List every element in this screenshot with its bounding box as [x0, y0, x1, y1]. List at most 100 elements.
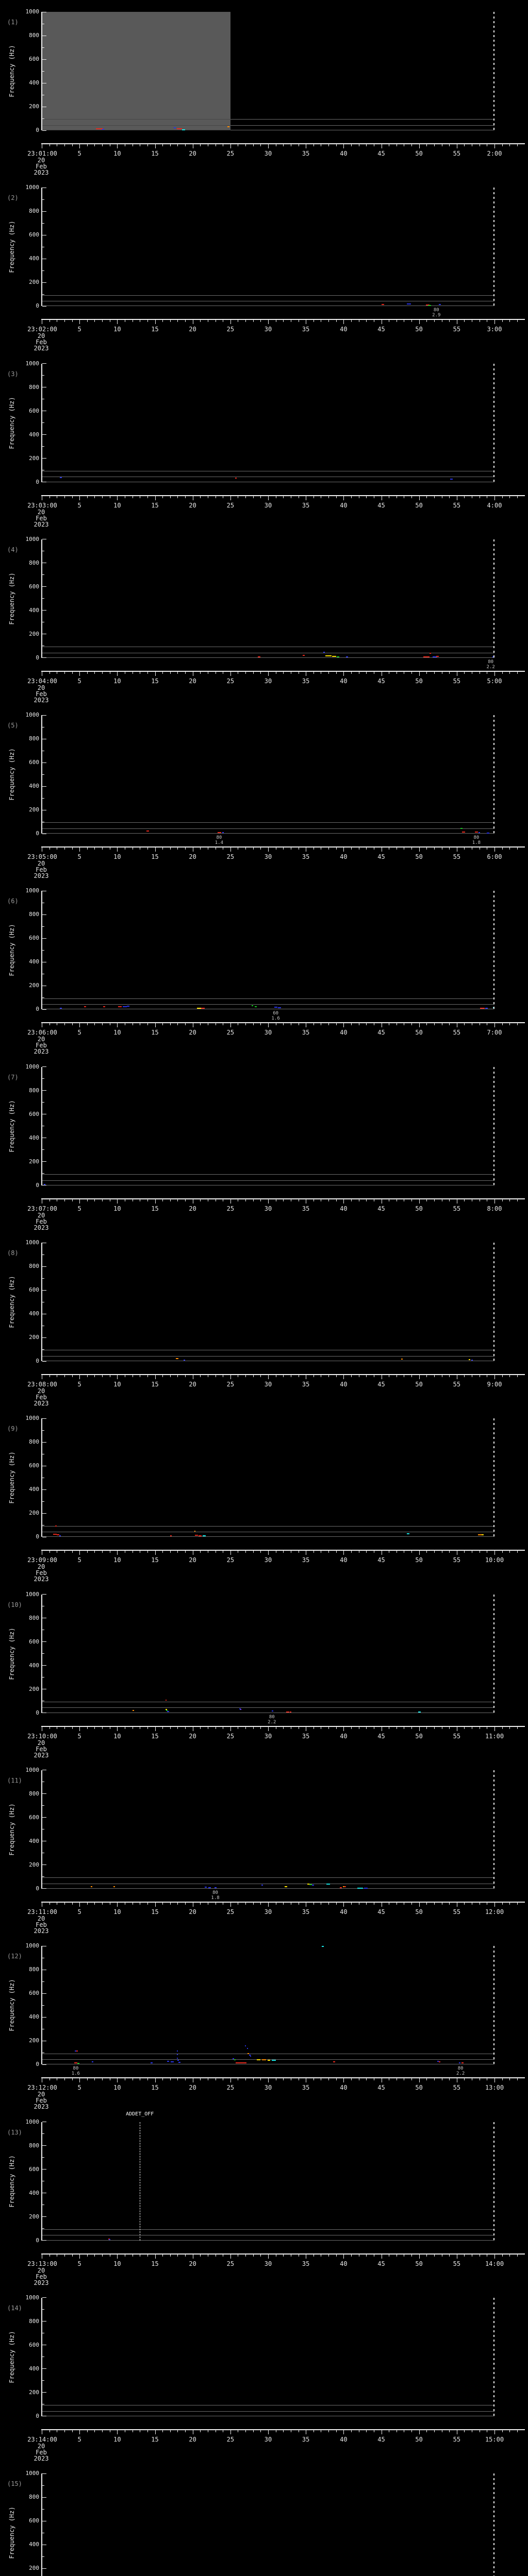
- plot-area: [42, 1418, 494, 1537]
- y-axis-line: [41, 188, 42, 307]
- y-axis-title: Frequency (Hz): [8, 45, 15, 97]
- x-tick-label: 5: [77, 2260, 81, 2267]
- x-tick: [509, 144, 510, 146]
- x-tick: [155, 320, 156, 325]
- y-tick-label: 200: [29, 806, 39, 814]
- x-tick: [117, 1375, 118, 1380]
- x-tick-label: 15: [151, 1732, 159, 1740]
- axis-date-line: 20: [37, 1387, 45, 1395]
- axis-end-time: 9:00: [487, 1381, 502, 1388]
- x-tick: [464, 2078, 465, 2081]
- x-tick: [426, 1551, 427, 1553]
- axis-date-line: Feb: [36, 1745, 47, 1753]
- x-tick: [72, 1023, 73, 1026]
- y-tick: [42, 2497, 46, 2498]
- x-tick: [419, 496, 420, 500]
- x-tick-label: 20: [189, 501, 196, 509]
- x-tick-label: 10: [113, 1205, 121, 1212]
- x-tick: [170, 1551, 171, 1553]
- x-tick: [200, 1375, 201, 1378]
- x-tick-label: 15: [151, 1556, 159, 1564]
- spectrogram-panel-6: (6) Frequency (Hz) 0 200 400 600 800 1000 5 10 15 2…: [0, 879, 528, 1055]
- y-tick-label: 1000: [25, 1766, 40, 1773]
- x-tick: [185, 2078, 186, 2081]
- x-tick: [351, 1726, 352, 1729]
- x-tick: [117, 2254, 118, 2259]
- x-tick: [117, 1551, 118, 1555]
- y-tick-label: 600: [29, 407, 39, 414]
- x-tick: [200, 1726, 201, 1729]
- y-tick: [42, 2005, 44, 2006]
- panel-number: (9): [7, 1425, 19, 1433]
- x-tick: [185, 1199, 186, 1201]
- x-tick: [494, 1551, 495, 1555]
- x-tick: [64, 496, 65, 498]
- x-tick-label: 20: [189, 1029, 196, 1037]
- x-tick: [283, 2078, 284, 2081]
- axis-date-line: 2023: [34, 1927, 49, 1935]
- x-tick: [283, 1726, 284, 1729]
- y-tick-label: 800: [29, 32, 39, 39]
- axis-start-time: 23:08:00: [27, 1381, 57, 1388]
- x-tick: [449, 1199, 450, 1201]
- x-tick: [517, 144, 518, 146]
- x-tick: [72, 848, 73, 850]
- x-tick-label: 5: [77, 1556, 81, 1564]
- x-tick-label: 40: [340, 1029, 348, 1037]
- x-tick: [494, 2078, 495, 2083]
- y-tick-label: 600: [29, 935, 39, 942]
- y-tick: [42, 1793, 46, 1794]
- x-tick: [509, 1375, 510, 1378]
- x-tick: [283, 2430, 284, 2432]
- x-tick-label: 50: [415, 853, 423, 861]
- detection-mark: [241, 2062, 246, 2064]
- detection-mark: [436, 656, 439, 657]
- detection-mark: [53, 1533, 57, 1535]
- plot-area: [42, 539, 494, 658]
- x-tick: [366, 1726, 367, 1729]
- x-tick: [434, 320, 435, 323]
- x-tick: [494, 1726, 495, 1731]
- x-tick: [328, 2254, 329, 2257]
- x-tick: [502, 2430, 503, 2432]
- x-tick: [343, 1023, 344, 1028]
- axis-date-line: Feb: [36, 338, 47, 346]
- x-tick: [87, 1902, 88, 1905]
- x-tick: [170, 2254, 171, 2257]
- x-tick: [434, 1375, 435, 1378]
- x-tick: [79, 320, 80, 325]
- x-tick: [502, 1726, 503, 1729]
- axis-end-time: 14:00: [485, 2260, 504, 2267]
- detection-mark: [251, 1005, 253, 1007]
- detection-mark: [325, 655, 332, 657]
- x-tick: [94, 1902, 95, 1905]
- x-tick: [328, 144, 329, 146]
- x-tick-label: 30: [264, 1029, 272, 1037]
- x-tick: [72, 2254, 73, 2257]
- detection-mark: [345, 656, 349, 657]
- x-tick-label: 15: [151, 677, 159, 685]
- y-tick-label: 800: [29, 911, 39, 918]
- x-tick: [87, 1551, 88, 1553]
- detection-mark: [307, 1883, 310, 1885]
- x-tick: [509, 2078, 510, 2081]
- detection-mark: [132, 1710, 134, 1711]
- detection-mark: [272, 1710, 274, 1712]
- spectrogram-panel-10: (10) Frequency (Hz) 0 200 400 600 800 1000 5 10 15…: [0, 1582, 528, 1758]
- x-tick-label: 55: [453, 677, 461, 685]
- x-tick-label: 35: [302, 1732, 310, 1740]
- x-tick-label: 50: [415, 677, 423, 685]
- x-tick-label: 25: [226, 501, 235, 509]
- x-tick-label: 30: [264, 1381, 272, 1388]
- x-tick: [230, 320, 231, 325]
- x-tick: [268, 1375, 269, 1380]
- x-tick: [245, 1023, 246, 1026]
- x-tick: [64, 320, 65, 323]
- x-tick: [411, 1199, 412, 1201]
- x-tick-label: 15: [151, 853, 159, 861]
- x-tick: [343, 848, 344, 852]
- x-tick: [509, 1902, 510, 1905]
- x-tick: [79, 144, 80, 148]
- y-axis-line: [41, 1243, 42, 1362]
- detection-mark: [214, 1887, 217, 1888]
